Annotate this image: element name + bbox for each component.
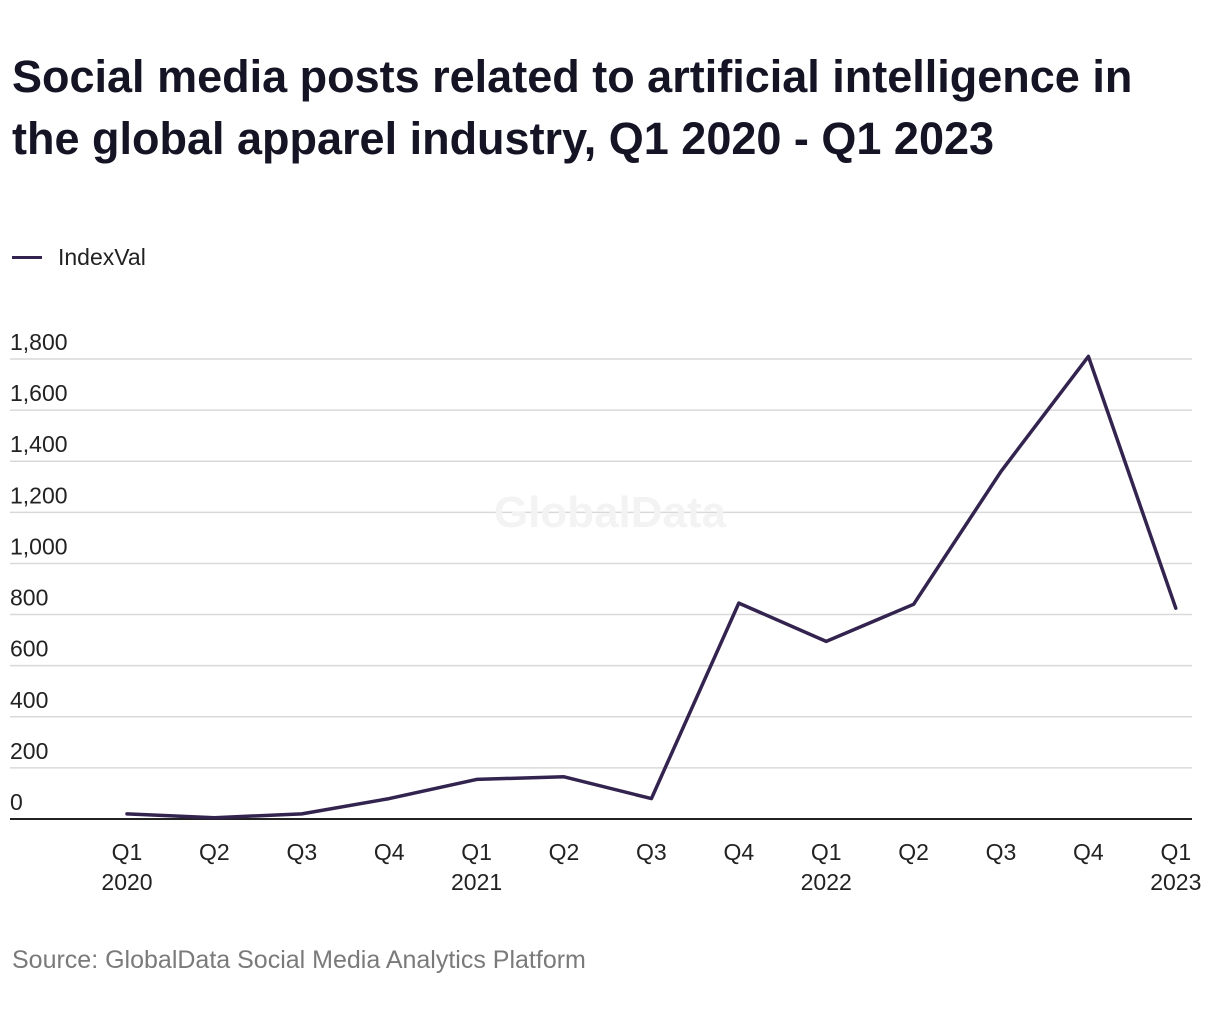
x-tick-label: Q1: [811, 839, 842, 865]
chart-title: Social media posts related to artificial…: [12, 51, 1133, 164]
x-tick-label: Q2: [199, 839, 230, 865]
y-tick-label: 1,400: [10, 431, 68, 457]
x-tick-label: Q3: [986, 839, 1017, 865]
x-tick-year-label: 2020: [101, 869, 152, 895]
source-note: Source: GlobalData Social Media Analytic…: [12, 946, 586, 974]
y-tick-label: 1,800: [10, 329, 68, 355]
x-tick-label: Q4: [374, 839, 405, 865]
x-tick-label: Q4: [1073, 839, 1104, 865]
x-tick-year-label: 2023: [1150, 869, 1201, 895]
x-tick-label: Q3: [636, 839, 667, 865]
y-tick-label: 1,000: [10, 533, 68, 559]
y-tick-label: 0: [10, 789, 23, 815]
x-tick-label: Q1: [112, 839, 143, 865]
legend-label: IndexVal: [58, 243, 146, 270]
legend: IndexVal: [12, 242, 146, 272]
x-tick-year-label: 2022: [801, 869, 852, 895]
x-tick-label: Q2: [549, 839, 580, 865]
y-tick-label: 200: [10, 738, 48, 764]
x-tick-label: Q1: [461, 839, 492, 865]
x-axis-ticks: Q1 2020 Q2 Q3 Q4 Q1 2021 Q2 Q3 Q4 Q1 2022 Q2 Q3 Q4 Q1 20…: [101, 839, 1201, 895]
x-tick-label: Q1: [1160, 839, 1191, 865]
y-tick-label: 400: [10, 687, 48, 713]
legend-swatch: [12, 255, 42, 259]
watermark: GlobalData: [494, 488, 727, 537]
x-tick-label: Q3: [286, 839, 317, 865]
x-tick-label: Q2: [898, 839, 929, 865]
y-tick-label: 600: [10, 636, 48, 662]
y-axis-ticks: 0 200 400 600 800 1,000 1,200 1,400 1,600 1,800: [10, 329, 68, 815]
line-chart: GlobalData 0 200 400 600 800 1,000 1,200 1,400 1…: [10, 329, 1201, 895]
x-tick-year-label: 2021: [451, 869, 502, 895]
y-tick-label: 1,200: [10, 482, 68, 508]
series-line-indexval: [125, 354, 1178, 820]
y-tick-label: 800: [10, 585, 48, 611]
y-tick-label: 1,600: [10, 380, 68, 406]
gridlines: [10, 358, 1192, 769]
x-tick-label: Q4: [723, 839, 754, 865]
